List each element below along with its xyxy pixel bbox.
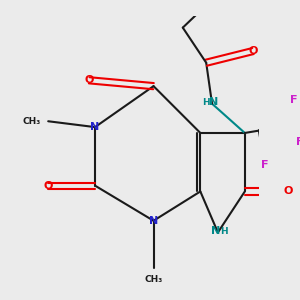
Text: O: O: [85, 75, 94, 85]
Text: F: F: [290, 95, 298, 105]
Text: H: H: [202, 98, 210, 107]
Text: F: F: [261, 160, 268, 170]
Text: N: N: [209, 98, 218, 107]
Text: O: O: [248, 46, 258, 56]
Text: O: O: [44, 181, 53, 190]
Text: N: N: [149, 216, 158, 226]
Text: CH₃: CH₃: [144, 275, 163, 284]
Text: N: N: [211, 226, 220, 236]
Text: CH₃: CH₃: [22, 117, 40, 126]
Text: H: H: [220, 227, 227, 236]
Text: N: N: [90, 122, 100, 132]
Text: O: O: [284, 187, 293, 196]
Text: F: F: [296, 137, 300, 147]
